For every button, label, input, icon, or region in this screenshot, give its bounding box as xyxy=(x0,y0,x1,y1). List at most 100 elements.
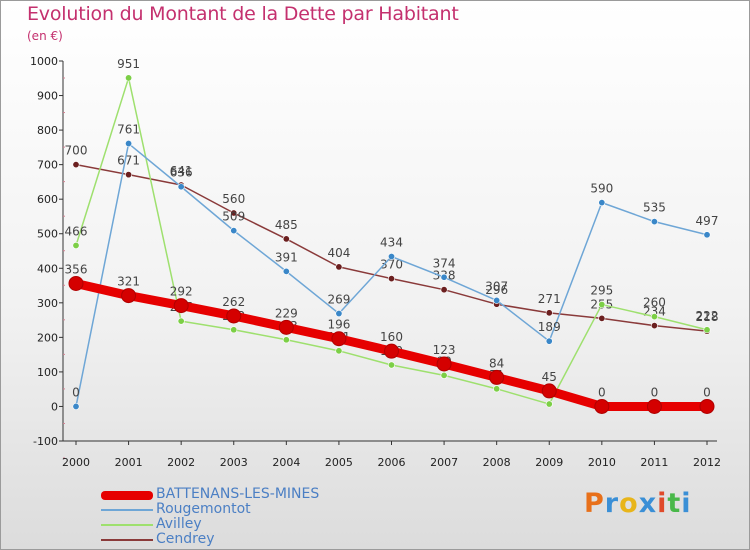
x-tick-label: 2007 xyxy=(430,456,458,469)
data-point xyxy=(177,317,185,325)
data-point xyxy=(125,140,133,148)
legend-label: Avilley xyxy=(156,516,202,532)
data-point xyxy=(384,343,399,359)
legend-swatch xyxy=(101,509,153,511)
data-point xyxy=(650,313,658,321)
data-point xyxy=(173,298,189,314)
data-label: 271 xyxy=(538,292,561,306)
x-tick-label: 2006 xyxy=(378,456,406,469)
chart-title: Evolution du Montant de la Dette par Hab… xyxy=(27,3,459,25)
data-point xyxy=(125,171,133,179)
data-label: 123 xyxy=(433,343,456,357)
data-label: 0 xyxy=(703,385,711,399)
legend-swatch xyxy=(101,524,153,526)
data-point xyxy=(72,402,80,410)
data-point xyxy=(177,183,185,191)
data-label: 374 xyxy=(433,256,456,270)
logo-letter: i xyxy=(657,488,668,519)
x-tick-label: 2012 xyxy=(693,456,721,469)
data-point xyxy=(72,241,80,249)
data-label: 636 xyxy=(170,166,193,180)
data-label: 535 xyxy=(643,201,666,215)
data-label: 404 xyxy=(327,246,350,260)
data-point xyxy=(598,314,606,322)
data-label: 196 xyxy=(327,318,350,332)
data-point xyxy=(489,369,505,385)
data-point xyxy=(493,296,501,304)
y-tick-label: 500 xyxy=(37,228,58,241)
data-label: 321 xyxy=(117,275,140,289)
data-point xyxy=(646,398,662,414)
data-point xyxy=(440,273,448,281)
x-tick-label: 2001 xyxy=(115,456,143,469)
data-label: 292 xyxy=(170,285,193,299)
data-label: 296 xyxy=(485,283,508,297)
data-label: 509 xyxy=(222,210,245,224)
data-point xyxy=(226,308,242,324)
y-tick-label: 400 xyxy=(37,262,58,275)
data-label: 590 xyxy=(590,182,613,196)
y-tick-label: 1000 xyxy=(30,55,58,68)
data-point xyxy=(493,385,501,393)
x-tick-label: 2000 xyxy=(62,456,90,469)
data-label: 0 xyxy=(651,385,659,399)
data-label: 497 xyxy=(696,214,719,228)
data-label: 700 xyxy=(65,144,88,158)
data-label: 370 xyxy=(380,258,403,272)
data-point xyxy=(282,267,290,275)
logo-letter: r xyxy=(604,488,620,519)
data-point xyxy=(278,319,294,335)
x-tick-label: 2011 xyxy=(640,456,668,469)
data-label: 951 xyxy=(117,57,140,71)
data-point xyxy=(598,199,606,207)
data-point xyxy=(650,322,658,330)
unit-label: (en €) xyxy=(27,29,63,43)
data-point xyxy=(545,337,553,345)
proxiti-logo: Proxiti xyxy=(584,488,692,519)
data-point xyxy=(436,356,452,372)
data-point xyxy=(440,371,448,379)
data-label: 560 xyxy=(222,192,245,206)
data-label: 160 xyxy=(380,330,403,344)
data-point xyxy=(335,310,343,318)
data-label: 262 xyxy=(222,295,245,309)
y-tick-label: 600 xyxy=(37,193,58,206)
x-tick-label: 2003 xyxy=(220,456,248,469)
data-point xyxy=(440,286,448,294)
data-point xyxy=(598,301,606,309)
data-label: 84 xyxy=(489,356,504,370)
data-point xyxy=(230,209,238,217)
data-label: 761 xyxy=(117,123,140,137)
y-tick-label: 0 xyxy=(51,400,58,413)
y-tick-label: 700 xyxy=(37,159,58,172)
data-point xyxy=(121,288,137,304)
data-label: 222 xyxy=(696,309,719,323)
data-point xyxy=(230,227,238,235)
data-label: 356 xyxy=(65,262,88,276)
data-point xyxy=(282,336,290,344)
data-label: 485 xyxy=(275,218,298,232)
data-point xyxy=(125,74,133,82)
legend-swatch xyxy=(101,490,153,500)
data-label: 218 xyxy=(696,310,719,324)
y-tick-label: 800 xyxy=(37,124,58,137)
y-tick-label: 900 xyxy=(37,90,58,103)
x-tick-label: 2005 xyxy=(325,456,353,469)
data-point xyxy=(541,383,557,399)
logo-letter: P xyxy=(584,488,605,519)
legend-label: Cendrey xyxy=(156,531,215,547)
data-label: 0 xyxy=(72,385,80,399)
data-point xyxy=(72,161,80,169)
data-label: 45 xyxy=(542,370,557,384)
x-tick-label: 2009 xyxy=(535,456,563,469)
data-point xyxy=(282,235,290,243)
logo-letter: i xyxy=(681,488,692,519)
data-point xyxy=(387,361,395,369)
x-tick-label: 2010 xyxy=(588,456,616,469)
data-label: 391 xyxy=(275,250,298,264)
data-point xyxy=(68,275,84,291)
data-label: 641 xyxy=(170,164,193,178)
logo-letter: x xyxy=(638,488,658,519)
